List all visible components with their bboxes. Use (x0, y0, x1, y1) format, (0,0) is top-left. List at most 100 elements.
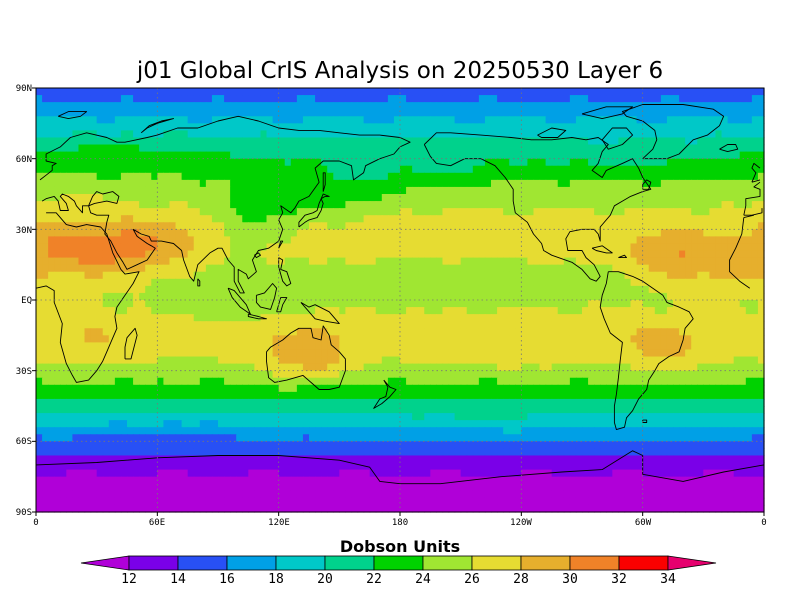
field-cell (242, 342, 249, 351)
field-cell (472, 292, 480, 301)
field-cell (600, 271, 607, 280)
field-cell (369, 208, 377, 216)
field-cell (484, 271, 492, 280)
field-cell (509, 307, 516, 315)
field-cell (387, 377, 395, 386)
field-cell (260, 186, 268, 195)
field-cell (302, 130, 310, 139)
field-cell (679, 116, 686, 124)
field-cell (697, 285, 704, 294)
field-cell (478, 130, 486, 139)
field-cell (296, 314, 304, 322)
field-cell (120, 236, 128, 245)
field-cell (363, 370, 371, 379)
field-cell (472, 370, 480, 379)
field-cell (666, 356, 674, 365)
field-cell (302, 250, 310, 259)
field-cell (60, 201, 67, 209)
field-cell (375, 321, 383, 329)
field-cell (211, 335, 219, 343)
field-cell (497, 88, 504, 96)
field-cell (242, 123, 249, 131)
field-cell (78, 151, 86, 160)
field-cell (618, 201, 626, 209)
field-cell (296, 335, 304, 343)
field-cell (254, 172, 262, 181)
field-cell (624, 292, 632, 301)
field-cell (339, 328, 346, 336)
field-cell (42, 278, 49, 287)
field-cell (521, 236, 528, 245)
field-cell (697, 264, 704, 273)
field-cell (527, 130, 535, 139)
field-cell (351, 328, 359, 336)
field-cell (102, 109, 110, 117)
field-cell (466, 109, 474, 117)
field-cell (418, 109, 425, 117)
field-cell (42, 201, 49, 209)
field-cell (363, 172, 371, 181)
field-cell (78, 194, 86, 202)
field-cell (654, 314, 662, 322)
field-cell (721, 314, 729, 322)
field-cell (127, 349, 134, 358)
field-cell (515, 172, 522, 181)
field-cell (315, 250, 322, 259)
field-cell (236, 144, 243, 153)
field-cell (296, 307, 304, 315)
field-cell (42, 109, 49, 117)
field-cell (54, 186, 61, 195)
field-cell (521, 278, 528, 287)
field-cell (582, 257, 589, 266)
field-cell (430, 179, 437, 188)
field-cell (636, 342, 644, 351)
field-cell (302, 321, 310, 329)
field-cell (630, 186, 638, 195)
field-cell (169, 292, 177, 301)
field-cell (42, 328, 49, 336)
field-cell (745, 264, 753, 273)
field-cell (497, 137, 504, 146)
field-cell (211, 377, 219, 386)
field-cell (120, 215, 128, 223)
field-cell (436, 215, 444, 223)
field-cell (654, 179, 662, 188)
field-cell (357, 243, 365, 252)
field-cell (357, 257, 365, 266)
field-cell (157, 349, 164, 358)
field-cell (503, 328, 510, 336)
field-cell (569, 222, 577, 230)
field-cell (54, 95, 61, 103)
field-cell (321, 229, 328, 237)
field-cell (472, 158, 480, 167)
field-cell (151, 300, 158, 308)
field-cell (211, 186, 219, 195)
field-cell (757, 356, 765, 365)
field-cell (484, 349, 492, 358)
field-cell (569, 137, 577, 146)
field-cell (114, 278, 122, 287)
field-cell (290, 257, 298, 266)
field-cell (606, 102, 613, 110)
field-cell (290, 186, 298, 195)
field-cell (630, 342, 638, 351)
field-cell (260, 328, 268, 336)
field-cell (211, 278, 219, 287)
field-cell (630, 179, 638, 188)
field-cell (48, 342, 55, 351)
field-cell (721, 109, 729, 117)
field-cell (157, 172, 164, 181)
field-cell (436, 328, 444, 336)
field-cell (466, 356, 474, 365)
field-cell (193, 144, 201, 153)
field-cell (460, 229, 468, 237)
field-cell (679, 328, 686, 336)
field-cell (582, 285, 589, 294)
field-cell (606, 201, 613, 209)
field-cell (327, 158, 334, 167)
field-cell (527, 137, 535, 146)
field-cell (545, 201, 553, 209)
field-cell (193, 285, 201, 294)
field-cell (224, 179, 231, 188)
field-cell (460, 321, 468, 329)
